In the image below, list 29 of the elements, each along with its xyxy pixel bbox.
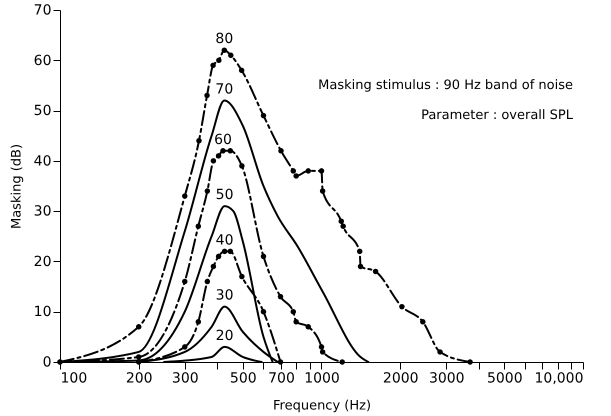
y-tick-label: 50 xyxy=(34,103,52,120)
x-tick-label: 200 xyxy=(126,370,153,386)
y-axis-title: Masking (dB) xyxy=(10,144,25,230)
x-tick-label: 2000 xyxy=(382,370,419,386)
y-tick-label: 0 xyxy=(42,354,52,370)
y-tick-label: 20 xyxy=(34,254,52,270)
series-label: 30 xyxy=(216,288,234,304)
y-tick-label: 40 xyxy=(34,153,52,170)
y-tick-label: 60 xyxy=(34,52,52,69)
x-tick-label: 5000 xyxy=(486,370,523,386)
annotation: Parameter : overall SPL xyxy=(421,108,574,123)
series-label: 80 xyxy=(215,31,234,48)
x-tick-label: 3000 xyxy=(428,370,465,386)
y-tick-label: 70 xyxy=(34,2,52,18)
y-tick-label: 10 xyxy=(34,304,52,320)
series-label: 70 xyxy=(215,82,234,98)
series-label: 60 xyxy=(214,132,232,148)
series-label: 50 xyxy=(216,187,234,204)
annotation: Masking stimulus : 90 Hz band of noise xyxy=(318,78,573,93)
x-tick-label: 300 xyxy=(172,370,199,386)
x-tick-label: 100 xyxy=(60,370,88,386)
x-tick-label: 10,000 xyxy=(534,370,584,386)
x-tick-label: 500 xyxy=(230,370,257,386)
y-tick-label: 30 xyxy=(34,204,52,220)
series-label: 40 xyxy=(216,232,234,248)
x-tick-label: 1000 xyxy=(304,370,340,386)
series-label: 20 xyxy=(216,328,234,344)
x-axis-title: Frequency (Hz) xyxy=(272,398,372,414)
x-tick-label: 700 xyxy=(268,370,295,386)
